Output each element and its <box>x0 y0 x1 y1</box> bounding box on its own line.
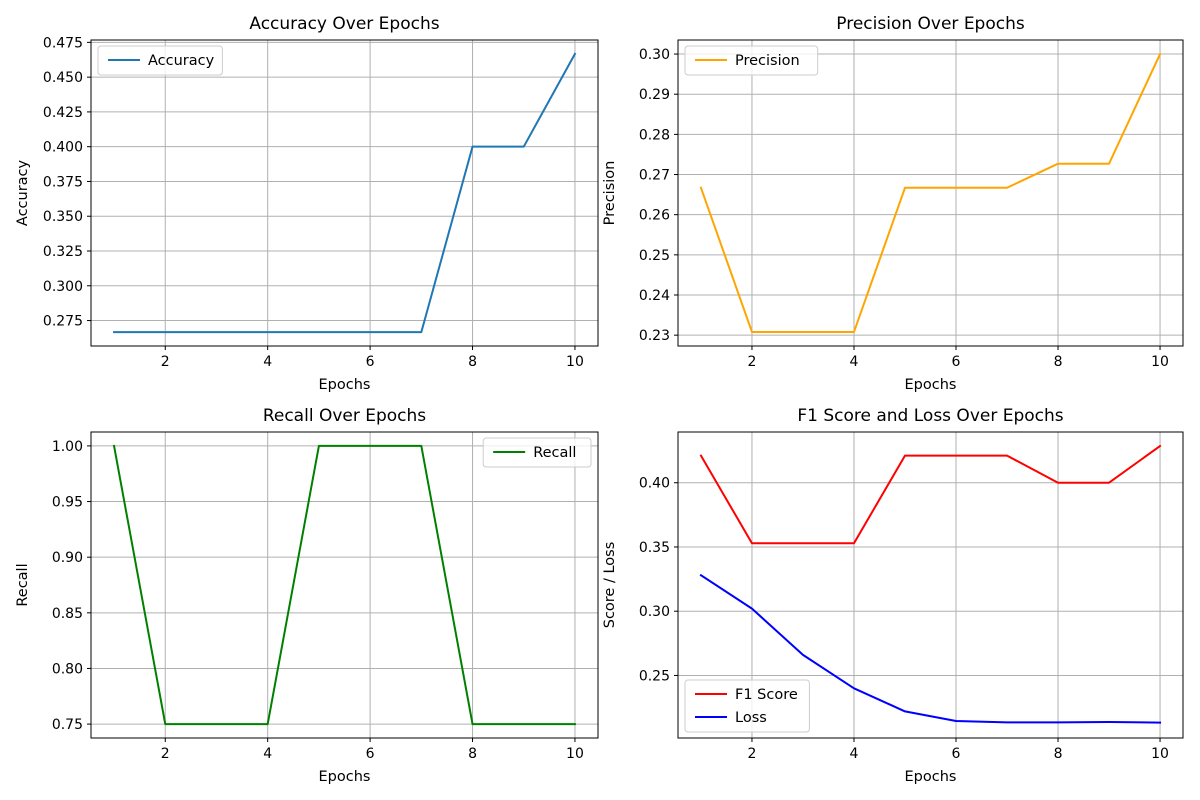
x-tick-label: 2 <box>161 746 170 762</box>
x-axis-label: Epochs <box>905 377 957 393</box>
chart-title: Recall Over Epochs <box>263 406 426 426</box>
chart-precision: 2 4 6 8 10 0.23 0.24 0.25 0.26 0.27 0.28 0.29 0.30 Pr… <box>602 14 1184 393</box>
y-tick-label: 0.29 <box>639 87 670 103</box>
y-axis: 0.275 0.300 0.325 0.350 0.375 0.400 0.425 0.450… <box>43 35 91 330</box>
series-line-loss <box>699 573 1162 724</box>
legend: Accuracy <box>97 45 223 76</box>
y-tick-label: 0.90 <box>52 550 83 566</box>
chart-title: Accuracy Over Epochs <box>249 14 439 34</box>
y-tick-label: 0.375 <box>43 174 83 190</box>
y-tick-label: 1.00 <box>52 439 83 455</box>
y-axis-label: Precision <box>602 161 618 226</box>
y-tick-label: 0.30 <box>639 47 670 63</box>
chart-recall: 2 4 6 8 10 0.75 0.80 0.85 0.90 0.95 1.00 Recall Ove… <box>15 406 599 785</box>
x-tick-label: 10 <box>566 354 584 370</box>
x-tick-label: 4 <box>850 354 859 370</box>
y-tick-label: 0.300 <box>43 279 83 295</box>
series-line-accuracy <box>113 52 577 334</box>
chart-f1-loss: 2 4 6 8 10 0.25 0.30 0.35 0.40 F1 Score and Loss … <box>602 406 1184 785</box>
legend: Precision <box>684 45 819 76</box>
x-tick-label: 8 <box>1054 746 1063 762</box>
x-tick-label: 4 <box>263 746 272 762</box>
y-tick-label: 0.75 <box>52 717 83 733</box>
chart-accuracy: 2 4 6 8 10 0.275 0.300 0.325 0.350 0.375 0.400 0.42… <box>15 14 599 393</box>
legend-label: Precision <box>735 53 800 69</box>
x-tick-label: 8 <box>468 746 477 762</box>
x-tick-label: 8 <box>468 354 477 370</box>
y-tick-label: 0.35 <box>639 540 670 556</box>
x-tick-label: 6 <box>952 354 961 370</box>
x-tick-label: 4 <box>850 746 859 762</box>
legend-box <box>97 45 223 76</box>
x-tick-label: 6 <box>366 746 375 762</box>
y-tick-label: 0.425 <box>43 105 83 121</box>
legend-label: Recall <box>533 445 576 461</box>
x-axis: 2 4 6 8 10 <box>748 738 1169 762</box>
x-axis: 2 4 6 8 10 <box>161 738 584 762</box>
y-tick-label: 0.450 <box>43 70 83 86</box>
axes-frame <box>90 431 599 739</box>
axes-frame <box>90 39 599 347</box>
y-tick-label: 0.475 <box>43 35 83 51</box>
y-axis-label: Accuracy <box>15 159 31 226</box>
x-tick-label: 8 <box>1054 354 1063 370</box>
y-tick-label: 0.275 <box>43 314 83 330</box>
y-axis: 0.23 0.24 0.25 0.26 0.27 0.28 0.29 0.30 <box>639 47 678 344</box>
x-tick-label: 6 <box>366 354 375 370</box>
y-axis-label: Score / Loss <box>602 542 618 629</box>
y-tick-label: 0.25 <box>639 248 670 264</box>
series-group <box>699 52 1162 333</box>
chart-title: Precision Over Epochs <box>836 14 1025 34</box>
series-group <box>113 52 577 334</box>
x-tick-label: 6 <box>952 746 961 762</box>
x-tick-label: 10 <box>1151 746 1169 762</box>
x-axis-label: Epochs <box>319 377 371 393</box>
y-tick-label: 0.350 <box>43 209 83 225</box>
legend-box <box>482 437 592 468</box>
y-tick-label: 0.25 <box>639 668 670 684</box>
y-axis: 0.75 0.80 0.85 0.90 0.95 1.00 <box>52 439 91 733</box>
y-tick-label: 0.40 <box>639 476 670 492</box>
y-tick-label: 0.80 <box>52 661 83 677</box>
x-tick-label: 2 <box>748 354 757 370</box>
legend-label: F1 Score <box>735 687 798 703</box>
y-tick-label: 0.24 <box>639 288 670 304</box>
grid <box>91 40 598 346</box>
y-tick-label: 0.30 <box>639 604 670 620</box>
legend-label: Loss <box>735 710 767 726</box>
x-tick-label: 2 <box>748 746 757 762</box>
x-tick-label: 10 <box>1151 354 1169 370</box>
legend-label: Accuracy <box>148 53 215 69</box>
chart-title: F1 Score and Loss Over Epochs <box>797 406 1063 426</box>
y-tick-label: 0.28 <box>639 127 670 143</box>
y-tick-label: 0.325 <box>43 244 83 260</box>
y-tick-label: 0.23 <box>639 328 670 344</box>
axes-frame <box>677 431 1184 739</box>
y-axis-label: Recall <box>15 563 31 606</box>
legend-box <box>684 45 819 76</box>
x-tick-label: 4 <box>263 354 272 370</box>
y-tick-label: 0.27 <box>639 168 670 184</box>
x-axis: 2 4 6 8 10 <box>748 346 1169 370</box>
y-tick-label: 0.26 <box>639 208 670 224</box>
y-tick-label: 0.95 <box>52 495 83 511</box>
series-line-precision <box>699 52 1162 333</box>
x-axis-label: Epochs <box>905 769 957 785</box>
x-tick-label: 10 <box>566 746 584 762</box>
y-tick-label: 0.85 <box>52 606 83 622</box>
axes-frame <box>677 39 1184 347</box>
series-line-f1-score <box>699 444 1162 545</box>
x-axis: 2 4 6 8 10 <box>161 346 584 370</box>
y-tick-label: 0.400 <box>43 140 83 156</box>
y-axis: 0.25 0.30 0.35 0.40 <box>639 476 678 684</box>
x-tick-label: 2 <box>161 354 170 370</box>
series-line-recall <box>112 444 576 726</box>
legend: Recall <box>482 437 592 468</box>
series-group <box>112 444 576 726</box>
series-group <box>699 444 1162 724</box>
legend: F1 Score Loss <box>684 679 810 733</box>
x-axis-label: Epochs <box>319 769 371 785</box>
